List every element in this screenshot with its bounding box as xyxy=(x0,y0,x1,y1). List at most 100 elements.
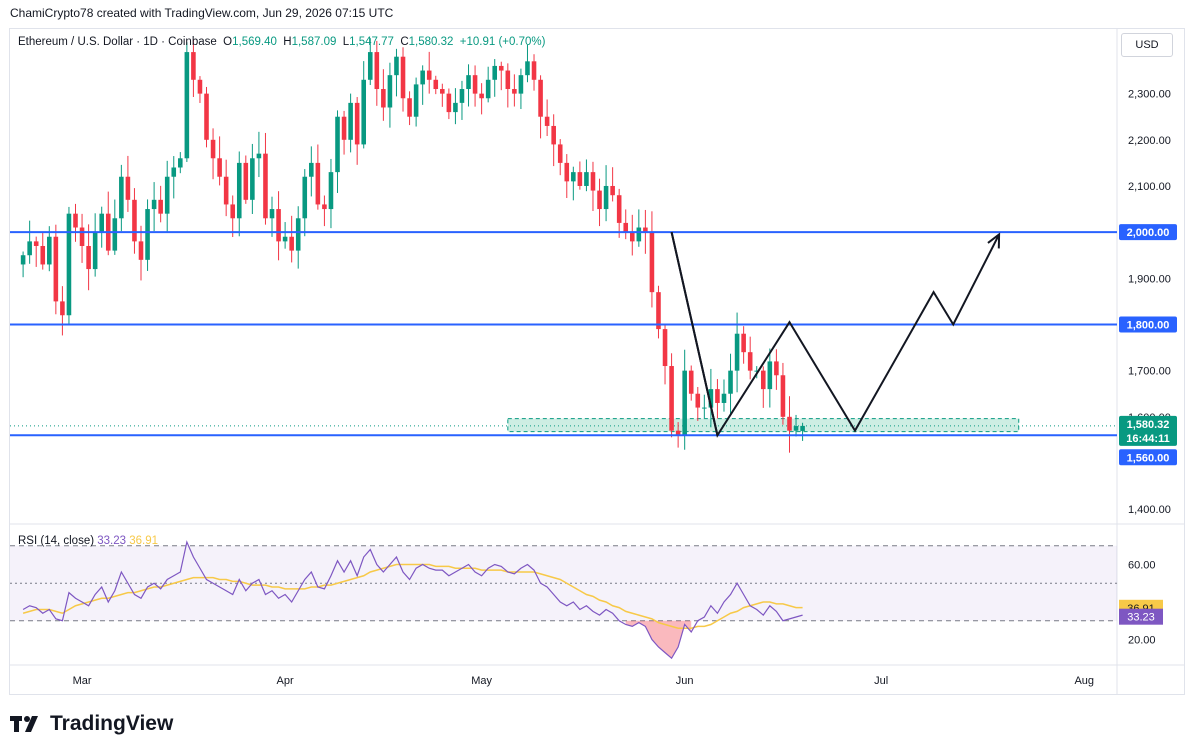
horizontal-levels xyxy=(10,231,1117,437)
candle-body xyxy=(250,158,255,200)
candle-body xyxy=(361,79,367,145)
candle-body xyxy=(538,79,543,117)
candle-body xyxy=(754,370,760,372)
low-value: 1,547.77 xyxy=(349,36,394,48)
candle-body xyxy=(335,116,340,173)
price-axis-badges: 2,000.00 1,800.00 1,580.32 16:44:11 1,560.00… xyxy=(1119,224,1177,625)
projection-drop-line xyxy=(670,231,719,436)
candle-body xyxy=(479,93,484,99)
candle-body xyxy=(269,209,275,219)
candle-body xyxy=(309,162,314,177)
candle-body xyxy=(60,301,65,316)
tradingview-logo[interactable]: TradingView xyxy=(10,712,173,736)
candle-body xyxy=(571,172,576,182)
candle-body xyxy=(256,153,262,159)
level-2000-badge-bg xyxy=(1119,224,1177,241)
candle-body xyxy=(518,75,524,94)
tradingview-logo-text: TradingView xyxy=(50,712,174,735)
candle-body xyxy=(119,176,124,219)
time-tick-label: Jun xyxy=(676,675,694,687)
candle-body xyxy=(715,389,720,403)
candle-body xyxy=(525,61,530,76)
candle-body xyxy=(616,195,622,223)
candle-body xyxy=(446,93,452,113)
rsi-title: RSI (14, close) xyxy=(18,535,95,547)
candle-body xyxy=(623,222,629,233)
candle-body xyxy=(99,213,104,233)
candle-body xyxy=(485,79,491,99)
open-value: 1,569.40 xyxy=(232,36,277,48)
candle-body xyxy=(662,329,668,367)
candle-body xyxy=(341,116,347,140)
close-label: C xyxy=(400,36,409,48)
candle-body xyxy=(787,416,792,431)
rsi-badge-text: 33.23 xyxy=(1127,612,1155,624)
candle-body xyxy=(472,75,478,94)
level-1560-badge-text: 1,560.00 xyxy=(1127,452,1170,464)
candle-body xyxy=(381,89,386,108)
candle-body xyxy=(86,245,91,270)
candle-body xyxy=(223,176,229,205)
candle-body xyxy=(217,158,222,177)
candle-body xyxy=(734,333,740,371)
candle-body xyxy=(125,176,131,200)
candle-body xyxy=(643,227,648,233)
candle-body xyxy=(649,232,655,293)
candle-body xyxy=(197,79,203,94)
current-price-badge-text: 1,580.32 xyxy=(1127,419,1170,431)
current-price-badge-text: 16:44:11 xyxy=(1126,433,1169,445)
candle-body xyxy=(184,52,190,159)
candle-body xyxy=(295,218,301,251)
candle-body xyxy=(636,227,642,242)
candle-body xyxy=(688,370,694,394)
candle-body xyxy=(145,209,150,260)
candle-body xyxy=(164,176,170,214)
rsi-ma-legend-value: 36.91 xyxy=(129,535,159,547)
candle-body xyxy=(466,75,471,90)
candle-body xyxy=(453,102,458,113)
candle-body xyxy=(675,430,681,436)
projection-arrowhead xyxy=(987,232,1001,249)
candle-body xyxy=(413,84,419,117)
candle-body xyxy=(767,361,773,390)
candle-body xyxy=(66,213,72,316)
symbol-title: Ethereum / U.S. Dollar · 1D · Coinbase xyxy=(18,36,217,48)
price-tick-label: 1,400.00 xyxy=(1128,504,1171,516)
chart-frame xyxy=(9,28,1185,695)
candle-body xyxy=(597,190,602,210)
candle-body xyxy=(178,158,183,168)
candlestick-series xyxy=(20,38,805,453)
symbol-legend[interactable]: Ethereum / U.S. Dollar · 1D · Coinbase O… xyxy=(18,36,545,48)
candle-body xyxy=(551,125,556,145)
candle-body xyxy=(40,245,46,265)
candle-body xyxy=(708,389,714,408)
candle-body xyxy=(702,407,707,409)
candle-body xyxy=(79,227,85,246)
level-1800-badge-text: 1,800.00 xyxy=(1127,319,1170,331)
high-value: 1,587.09 xyxy=(291,36,337,48)
candle-body xyxy=(322,204,327,210)
candle-body xyxy=(492,65,498,80)
candle-body xyxy=(774,361,779,376)
time-tick-label: Mar xyxy=(73,675,92,687)
candle-body xyxy=(302,176,308,219)
candle-body xyxy=(367,52,373,80)
candle-body xyxy=(590,172,596,191)
candle-body xyxy=(420,70,425,85)
candle-body xyxy=(695,393,701,408)
candle-body xyxy=(656,292,661,330)
candle-body xyxy=(407,98,412,117)
price-tick-label: 1,700.00 xyxy=(1128,366,1171,378)
rsi-legend-value: 33.23 xyxy=(97,535,127,547)
close-value: 1,580.32 xyxy=(408,36,454,48)
candle-body xyxy=(315,162,321,205)
candle-body xyxy=(92,232,98,270)
candle-body xyxy=(747,352,753,371)
currency-button[interactable]: USD xyxy=(1121,33,1173,57)
candle-body xyxy=(243,162,249,200)
candle-body xyxy=(112,218,118,251)
rsi-legend[interactable]: RSI (14, close) 33.23 36.91 xyxy=(18,535,158,547)
time-axis[interactable]: Mar Apr May Jun Jul Aug xyxy=(73,675,1094,687)
candle-body xyxy=(53,236,59,302)
